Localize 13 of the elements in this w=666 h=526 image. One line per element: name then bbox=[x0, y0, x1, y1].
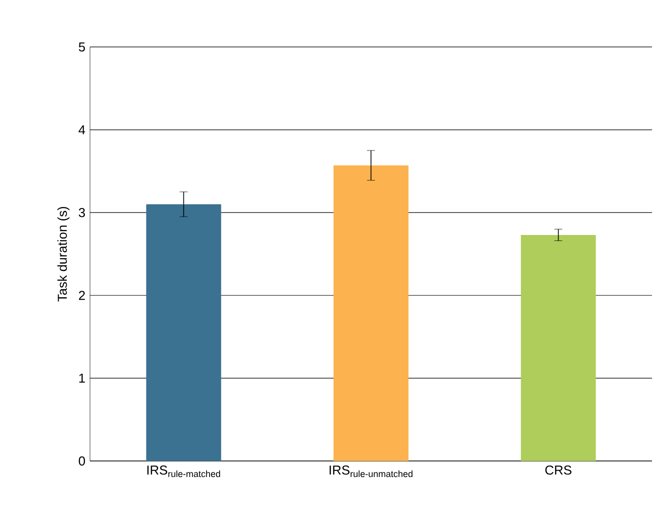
y-tick-label: 5 bbox=[78, 42, 85, 52]
y-tick-label: 3 bbox=[78, 208, 85, 218]
bar bbox=[520, 234, 596, 461]
bar bbox=[334, 165, 408, 461]
y-tick-label: 4 bbox=[78, 125, 86, 134]
y-tick-label: 1 bbox=[79, 374, 85, 383]
x-tick-label: $\text{CRS}$ bbox=[545, 465, 572, 475]
y-tick-label: 0 bbox=[78, 456, 85, 466]
bar bbox=[146, 204, 222, 461]
x-tick-label: $\text{IRS}_{\text{rule-unmatched}}$ bbox=[330, 465, 412, 478]
y-tick-label: 2 bbox=[78, 290, 85, 300]
x-tick-label: $\text{IRS}_{\text{rule-matched}}$ bbox=[147, 465, 220, 478]
y-axis-title: Task duration (s) bbox=[57, 206, 70, 302]
